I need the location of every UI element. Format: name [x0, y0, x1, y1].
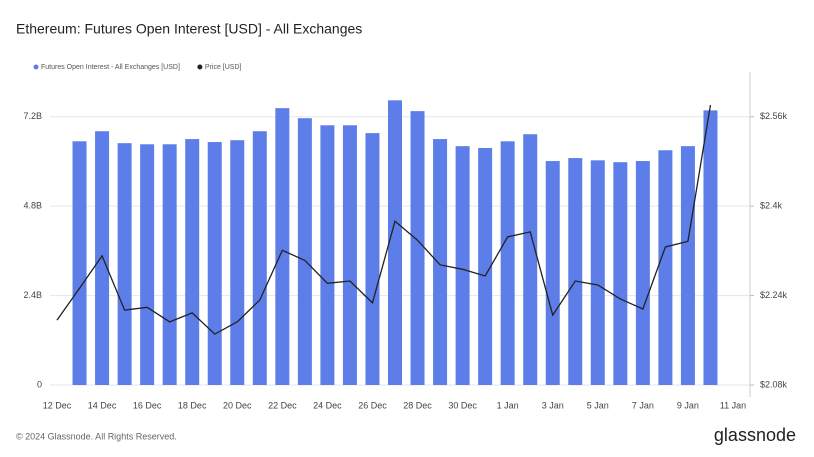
legend-label: Price [USD]	[205, 64, 242, 71]
bar	[252, 131, 267, 385]
x-tick-label: 5 Jan	[587, 400, 609, 410]
bar	[680, 146, 695, 385]
bar	[297, 118, 312, 385]
y2-tick-label: $2.08k	[760, 379, 788, 389]
y-tick-label: 0	[37, 379, 42, 389]
bar	[342, 125, 357, 386]
bar	[230, 140, 245, 385]
x-tick-label: 28 Dec	[403, 400, 432, 410]
bar	[613, 162, 628, 385]
bar	[162, 144, 177, 385]
bar	[95, 131, 110, 385]
y-tick-label: 2.4B	[23, 290, 42, 300]
x-tick-label: 20 Dec	[223, 400, 252, 410]
y2-tick-label: $2.24k	[760, 290, 788, 300]
x-tick-label: 14 Dec	[88, 400, 117, 410]
bar	[433, 139, 448, 385]
legend-label: Futures Open Interest - All Exchanges [U…	[41, 64, 180, 71]
legend-marker	[197, 64, 203, 70]
bar	[500, 141, 515, 385]
x-tick-label: 18 Dec	[178, 400, 207, 410]
bar	[568, 158, 583, 385]
x-tick-label: 1 Jan	[497, 400, 519, 410]
y2-tick-label: $2.4k	[760, 201, 783, 211]
copyright: © 2024 Glassnode. All Rights Reserved.	[16, 431, 177, 441]
bar	[275, 108, 290, 386]
bar	[703, 110, 718, 385]
x-tick-label: 16 Dec	[133, 400, 162, 410]
y-tick-label: 4.8B	[23, 201, 42, 211]
bar	[365, 133, 380, 385]
x-tick-label: 26 Dec	[358, 400, 387, 410]
bar	[590, 160, 605, 385]
bar	[545, 161, 560, 385]
chart-title: Ethereum: Futures Open Interest [USD] - …	[16, 21, 362, 37]
x-tick-label: 11 Jan	[720, 400, 746, 410]
price-line	[56, 104, 712, 335]
bar	[523, 134, 538, 385]
x-tick-label: 30 Dec	[448, 400, 477, 410]
brand: glassnode	[714, 425, 796, 445]
x-tick-label: 9 Jan	[677, 400, 699, 410]
bar	[117, 143, 132, 385]
x-tick-label: 3 Jan	[542, 400, 564, 410]
legend-marker	[33, 64, 39, 70]
bar	[388, 100, 402, 386]
x-tick-label: 7 Jan	[632, 400, 654, 410]
bar	[320, 125, 335, 386]
x-tick-label: 12 Dec	[43, 400, 72, 410]
bar	[410, 111, 425, 385]
bar	[185, 139, 200, 385]
bar	[140, 144, 155, 385]
bar	[658, 150, 673, 385]
y-tick-label: 7.2B	[23, 111, 42, 121]
x-tick-label: 22 Dec	[268, 400, 297, 410]
bar	[478, 148, 493, 385]
bar	[72, 141, 87, 385]
bar	[635, 161, 650, 385]
bar	[207, 142, 222, 385]
y2-tick-label: $2.56k	[760, 111, 788, 121]
x-tick-label: 24 Dec	[313, 400, 342, 410]
bar	[455, 146, 470, 385]
